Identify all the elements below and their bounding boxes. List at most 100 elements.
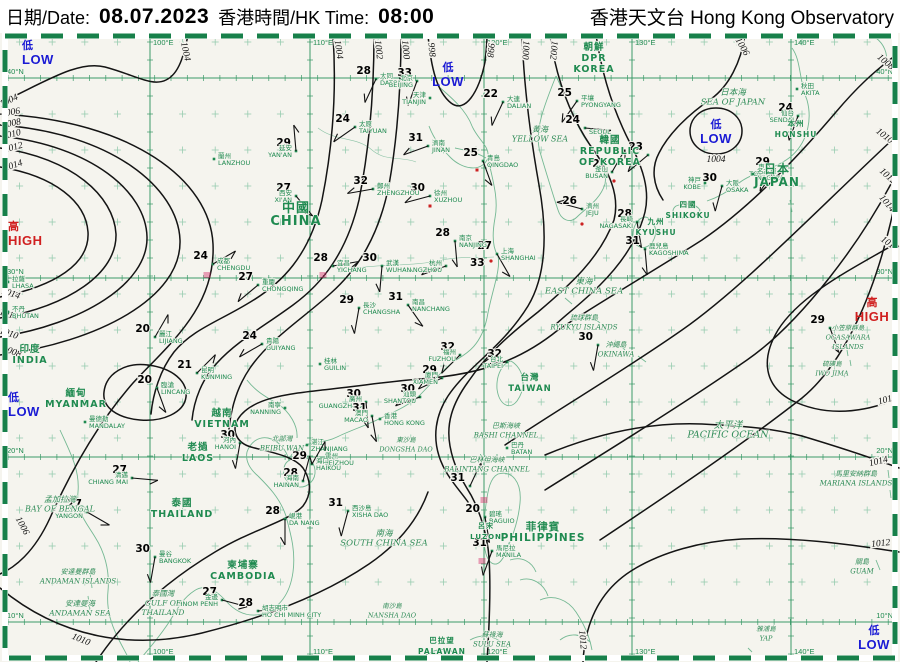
wind-barb-feather bbox=[212, 354, 216, 364]
station-name-zh: 昆明 bbox=[201, 366, 215, 374]
wind-barb bbox=[482, 160, 493, 186]
wind-barb-feather bbox=[480, 358, 489, 365]
svg-text:呂宋: 呂宋 bbox=[478, 521, 494, 530]
station-temperature: 30 bbox=[220, 429, 235, 441]
svg-text:DONGSHA DAO: DONGSHA DAO bbox=[378, 446, 433, 454]
lon-label: 130°E bbox=[635, 647, 656, 656]
pressure-center-en: LOW bbox=[432, 74, 464, 89]
isobar-1010 bbox=[0, 491, 429, 641]
station-name-zh: 廣州 bbox=[349, 394, 362, 403]
svg-text:緬甸: 緬甸 bbox=[65, 387, 86, 399]
isobar-unlabeled bbox=[551, 34, 648, 329]
sea-label: 琉球群島 RYUKYU ISLANDS bbox=[549, 313, 619, 332]
wind-barb-feather bbox=[239, 348, 245, 358]
station-temperature: 32 bbox=[487, 348, 502, 360]
chart-header: 日期/Date: 08.07.2023 香港時間/HK Time: 08:00 … bbox=[0, 0, 900, 33]
svg-text:東海: 東海 bbox=[575, 276, 594, 287]
wind-barb bbox=[403, 145, 429, 156]
station-name-en: XI'AN bbox=[275, 196, 293, 204]
lon-label: 110°E bbox=[313, 38, 333, 47]
station-name-en: LANZHOU bbox=[218, 159, 251, 167]
wind-barb-feather bbox=[759, 182, 762, 192]
wind-barb-feather bbox=[414, 321, 424, 327]
lon-label: 120°E bbox=[487, 647, 508, 656]
station-temperature: 30 bbox=[362, 252, 377, 264]
station-name-en: MACAO bbox=[344, 416, 368, 424]
svg-text:YELLOW SEA: YELLOW SEA bbox=[512, 135, 568, 144]
wind-barb bbox=[221, 599, 248, 608]
station-name-zh: 秋田 bbox=[801, 81, 814, 90]
station-temperature: 31 bbox=[352, 402, 367, 414]
wind-barb bbox=[454, 240, 458, 267]
wind-barb-feather bbox=[641, 267, 648, 276]
station-temperature: 29 bbox=[276, 137, 291, 149]
station-name-en: BUSAN bbox=[585, 172, 608, 180]
wind-barb-feather bbox=[501, 271, 511, 277]
station-name-en: TIANJIN bbox=[401, 98, 426, 106]
station-temperature: 27 bbox=[238, 271, 253, 283]
svg-text:馬里安納群島: 馬里安納群島 bbox=[835, 470, 878, 478]
lon-label: 140°E bbox=[794, 647, 815, 656]
station-name-en: HO CHI MINH CITY bbox=[262, 611, 321, 619]
station-name-en: SENDAI bbox=[770, 116, 794, 124]
wx-symbol-square bbox=[475, 168, 479, 172]
isobar-1004 bbox=[0, 34, 189, 104]
station-name-en: MANILA bbox=[496, 551, 522, 559]
isobar-value-label: 1004 bbox=[332, 40, 345, 60]
wind-barb bbox=[364, 78, 377, 103]
station-dot bbox=[795, 87, 799, 91]
isobar-1004 bbox=[150, 34, 336, 415]
svg-text:TAIWAN: TAIWAN bbox=[508, 384, 552, 394]
station-name-zh: 廈門 bbox=[425, 370, 438, 379]
svg-text:MYANMAR: MYANMAR bbox=[45, 399, 107, 410]
station-temperature: 28 bbox=[283, 467, 298, 479]
pressure-center-zh: 低 bbox=[7, 390, 19, 404]
sea-label: 馬里安納群島 MARIANA ISLANDS bbox=[818, 469, 893, 488]
wind-barb bbox=[759, 169, 776, 192]
station-name-zh: 金邊 bbox=[205, 592, 219, 601]
wind-barb bbox=[257, 608, 284, 612]
coastline bbox=[564, 297, 647, 363]
svg-text:ANDAMAN SEA: ANDAMAN SEA bbox=[48, 609, 111, 618]
wind-barb-feather bbox=[403, 147, 410, 156]
station-name-zh: 馬尼拉 bbox=[496, 543, 516, 552]
isobar-1008 bbox=[0, 124, 181, 356]
station-name-en: MANDALAY bbox=[89, 422, 125, 430]
station-name-en: TAIPEI bbox=[482, 362, 503, 370]
wind-barb-feather bbox=[480, 462, 483, 472]
wind-barb-feather bbox=[787, 131, 790, 141]
station-name-zh: 太原 bbox=[359, 119, 373, 128]
date-value: 08.07.2023 bbox=[99, 4, 210, 28]
svg-text:BEIBU WAN: BEIBU WAN bbox=[259, 445, 305, 453]
station-name-en: YANGON bbox=[54, 512, 83, 520]
observatory-title: 香港天文台 Hong Kong Observatory bbox=[589, 8, 894, 29]
station-dot bbox=[212, 157, 216, 161]
station-name-zh: 麗江 bbox=[159, 330, 173, 338]
station-name-en: QINGDAO bbox=[487, 161, 518, 169]
wind-barb bbox=[556, 201, 583, 210]
coastline bbox=[846, 349, 852, 367]
station-name-en: FUZHOU bbox=[428, 355, 456, 363]
wind-barb bbox=[469, 462, 482, 487]
isobar-1006 bbox=[0, 113, 214, 575]
pressure-center-zh: 低 bbox=[21, 38, 33, 52]
station-temperature: 30 bbox=[702, 172, 717, 184]
pressure-center-zh: 低 bbox=[710, 117, 722, 131]
isobar-1012 bbox=[544, 179, 894, 491]
wx-symbol-dot bbox=[580, 222, 584, 226]
svg-text:北部灣: 北部灣 bbox=[272, 435, 294, 443]
wind-barb-feather bbox=[589, 361, 595, 371]
station-temperature: 32 bbox=[353, 175, 368, 187]
svg-text:BASHI CHANNEL: BASHI CHANNEL bbox=[473, 432, 539, 440]
station-dot bbox=[319, 457, 323, 461]
